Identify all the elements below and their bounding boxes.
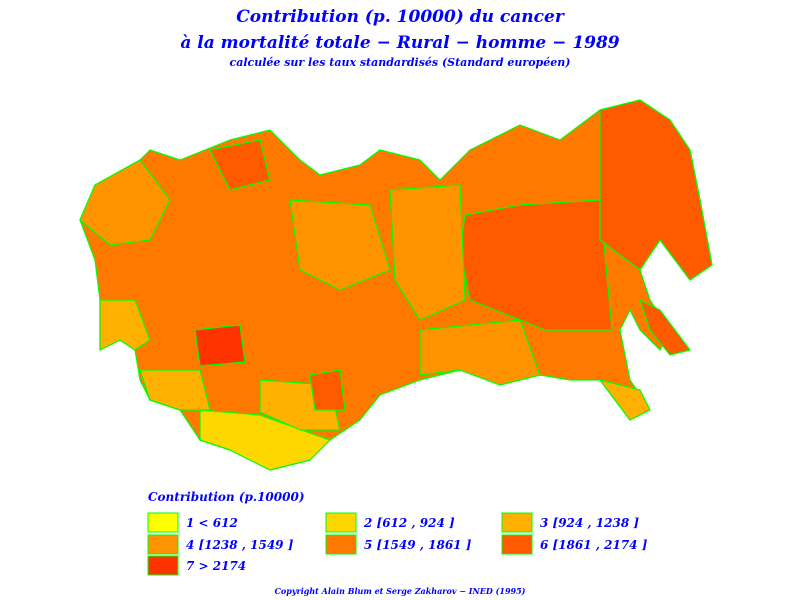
- legend-label: 5 [1549 , 1861 ]: [364, 538, 472, 552]
- legend-label: 3 [924 , 1238 ]: [540, 516, 639, 530]
- region: [209, 139, 271, 191]
- legend-label: 2 [612 , 924 ]: [363, 516, 455, 530]
- region: [139, 369, 211, 411]
- legend-swatch: [501, 534, 533, 555]
- legend-swatch: [501, 512, 533, 533]
- map: [79, 99, 713, 471]
- region: [309, 369, 346, 411]
- region: [199, 409, 331, 471]
- title-line2: à la mortalité totale − Rural − homme − …: [180, 33, 619, 53]
- subtitle: calculée sur les taux standardisés (Stan…: [230, 56, 571, 69]
- copyright: Copyright Alain Blum et Serge Zakharov −…: [275, 586, 526, 596]
- region: [99, 299, 151, 351]
- legend-swatch: [325, 512, 357, 533]
- legend-title: Contribution (p.10000): [148, 490, 305, 504]
- region: [419, 319, 541, 386]
- region: [599, 99, 713, 281]
- region: [599, 379, 651, 421]
- legend-swatch: [147, 512, 179, 533]
- legend-label: 6 [1861 , 2174 ]: [540, 538, 648, 552]
- region: [289, 199, 391, 291]
- legend-swatch: [147, 534, 179, 555]
- legend-swatch: [147, 555, 179, 576]
- region: [639, 299, 691, 356]
- map-outline: [79, 99, 713, 471]
- legend-label: 7 > 2174: [186, 559, 246, 573]
- legend-label: 4 [1238 , 1549 ]: [186, 538, 294, 552]
- region: [79, 159, 171, 246]
- region: [194, 324, 246, 367]
- legend-label: 1 < 612: [186, 516, 238, 530]
- legend: 1 < 612 2 [612 , 924 ] 3 [924 , 1238 ] 4 [1…: [147, 512, 648, 576]
- title: Contribution (p. 10000) du cancer: [236, 7, 565, 27]
- legend-swatch: [325, 534, 357, 555]
- region: [389, 184, 466, 321]
